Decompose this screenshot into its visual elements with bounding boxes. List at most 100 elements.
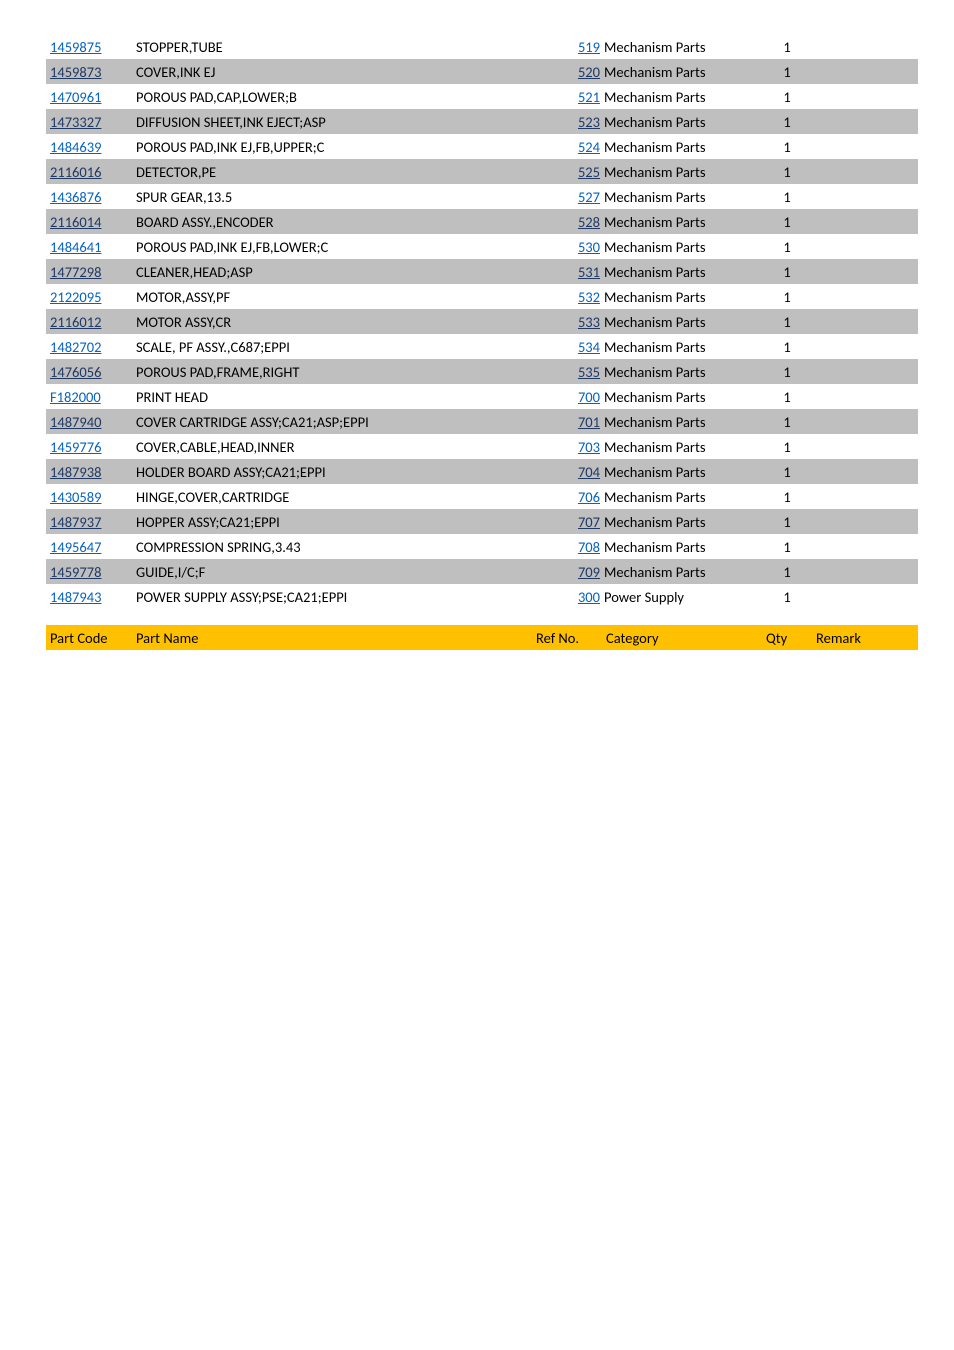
- part-code-link[interactable]: 1487943: [50, 588, 101, 606]
- ref-no-link[interactable]: 534: [578, 338, 600, 356]
- ref-no-link[interactable]: 530: [578, 238, 600, 256]
- remark: [812, 84, 918, 109]
- ref-no-link[interactable]: 300: [578, 588, 600, 606]
- part-name: MOTOR,ASSY,PF: [132, 284, 532, 309]
- category: Mechanism Parts: [602, 134, 762, 159]
- category: Mechanism Parts: [602, 384, 762, 409]
- ref-no-link[interactable]: 707: [578, 513, 600, 531]
- ref-no-link[interactable]: 708: [578, 538, 600, 556]
- part-code-link[interactable]: 1470961: [50, 88, 101, 106]
- remark: [812, 559, 918, 584]
- part-name: DETECTOR,PE: [132, 159, 532, 184]
- remark: [812, 109, 918, 134]
- table-row: 1495647COMPRESSION SPRING,3.43708Mechani…: [46, 534, 918, 559]
- ref-no-link[interactable]: 521: [578, 88, 600, 106]
- part-name: POWER SUPPLY ASSY;PSE;CA21;EPPI: [132, 584, 532, 609]
- part-code-link[interactable]: 2116016: [50, 163, 101, 181]
- part-name: POROUS PAD,CAP,LOWER;B: [132, 84, 532, 109]
- qty: 1: [762, 534, 812, 559]
- part-name: POROUS PAD,INK EJ,FB,UPPER;C: [132, 134, 532, 159]
- part-code-link[interactable]: 2116014: [50, 213, 101, 231]
- ref-no-link[interactable]: 532: [578, 288, 600, 306]
- category: Mechanism Parts: [602, 559, 762, 584]
- ref-no-link[interactable]: 520: [578, 63, 600, 81]
- ref-no-link[interactable]: 524: [578, 138, 600, 156]
- part-code-link[interactable]: 1484639: [50, 138, 101, 156]
- header-name: Part Name: [132, 625, 532, 650]
- category: Mechanism Parts: [602, 209, 762, 234]
- qty: 1: [762, 309, 812, 334]
- part-code-link[interactable]: 1459875: [50, 38, 101, 56]
- part-code-link[interactable]: 1487940: [50, 413, 101, 431]
- remark: [812, 234, 918, 259]
- category: Mechanism Parts: [602, 509, 762, 534]
- ref-no-link[interactable]: 704: [578, 463, 600, 481]
- remark: [812, 159, 918, 184]
- part-code-link[interactable]: 2116012: [50, 313, 101, 331]
- category: Power Supply: [602, 584, 762, 609]
- header-row: Part Code Part Name Ref No. Category Qty…: [46, 625, 918, 650]
- part-name: POROUS PAD,FRAME,RIGHT: [132, 359, 532, 384]
- ref-no-link[interactable]: 535: [578, 363, 600, 381]
- part-code-link[interactable]: 1487938: [50, 463, 101, 481]
- part-name: SCALE, PF ASSY.,C687;EPPI: [132, 334, 532, 359]
- ref-no-link[interactable]: 703: [578, 438, 600, 456]
- table-row: 1487940COVER CARTRIDGE ASSY;CA21;ASP;EPP…: [46, 409, 918, 434]
- table-row: 1459778GUIDE,I/C;F709Mechanism Parts1: [46, 559, 918, 584]
- part-name: POROUS PAD,INK EJ,FB,LOWER;C: [132, 234, 532, 259]
- qty: 1: [762, 384, 812, 409]
- table-row: 2116016DETECTOR,PE525Mechanism Parts1: [46, 159, 918, 184]
- table-row: 1436876SPUR GEAR,13.5527Mechanism Parts1: [46, 184, 918, 209]
- remark: [812, 409, 918, 434]
- table-row: 1473327DIFFUSION SHEET,INK EJECT;ASP523M…: [46, 109, 918, 134]
- qty: 1: [762, 34, 812, 59]
- part-code-link[interactable]: 1459776: [50, 438, 101, 456]
- part-code-link[interactable]: 1495647: [50, 538, 101, 556]
- part-code-link[interactable]: 1484641: [50, 238, 101, 256]
- part-code-link[interactable]: 1476056: [50, 363, 101, 381]
- part-code-link[interactable]: 1482702: [50, 338, 101, 356]
- part-name: DIFFUSION SHEET,INK EJECT;ASP: [132, 109, 532, 134]
- part-name: COVER,INK EJ: [132, 59, 532, 84]
- ref-no-link[interactable]: 700: [578, 388, 600, 406]
- table-row: 1430589HINGE,COVER,CARTRIDGE706Mechanism…: [46, 484, 918, 509]
- part-name: BOARD ASSY.,ENCODER: [132, 209, 532, 234]
- ref-no-link[interactable]: 701: [578, 413, 600, 431]
- part-code-link[interactable]: 1436876: [50, 188, 101, 206]
- parts-table: 1459875STOPPER,TUBE519Mechanism Parts114…: [46, 34, 918, 650]
- part-code-link[interactable]: 1473327: [50, 113, 101, 131]
- part-code-link[interactable]: 1430589: [50, 488, 101, 506]
- category: Mechanism Parts: [602, 234, 762, 259]
- ref-no-link[interactable]: 525: [578, 163, 600, 181]
- part-code-link[interactable]: F182000: [50, 388, 101, 406]
- ref-no-link[interactable]: 533: [578, 313, 600, 331]
- category: Mechanism Parts: [602, 484, 762, 509]
- part-name: PRINT HEAD: [132, 384, 532, 409]
- ref-no-link[interactable]: 523: [578, 113, 600, 131]
- table-row: 1477298CLEANER,HEAD;ASP531Mechanism Part…: [46, 259, 918, 284]
- table-row: 1487938HOLDER BOARD ASSY;CA21;EPPI704Mec…: [46, 459, 918, 484]
- remark: [812, 34, 918, 59]
- part-name: MOTOR ASSY,CR: [132, 309, 532, 334]
- ref-no-link[interactable]: 706: [578, 488, 600, 506]
- remark: [812, 284, 918, 309]
- ref-no-link[interactable]: 519: [578, 38, 600, 56]
- remark: [812, 259, 918, 284]
- category: Mechanism Parts: [602, 159, 762, 184]
- ref-no-link[interactable]: 531: [578, 263, 600, 281]
- table-row: 1482702 SCALE, PF ASSY.,C687;EPPI 534Mecha…: [46, 334, 918, 359]
- ref-no-link[interactable]: 528: [578, 213, 600, 231]
- part-code-link[interactable]: 1487937: [50, 513, 101, 531]
- part-code-link[interactable]: 1459873: [50, 63, 101, 81]
- remark: [812, 484, 918, 509]
- category: Mechanism Parts: [602, 359, 762, 384]
- part-code-link[interactable]: 1459778: [50, 563, 101, 581]
- category: Mechanism Parts: [602, 184, 762, 209]
- part-code-link[interactable]: 1477298: [50, 263, 101, 281]
- category: Mechanism Parts: [602, 334, 762, 359]
- table-row: 1476056 POROUS PAD,FRAME,RIGHT 535Mechanis…: [46, 359, 918, 384]
- ref-no-link[interactable]: 709: [578, 563, 600, 581]
- part-code-link[interactable]: 2122095: [50, 288, 101, 306]
- category: Mechanism Parts: [602, 409, 762, 434]
- ref-no-link[interactable]: 527: [578, 188, 600, 206]
